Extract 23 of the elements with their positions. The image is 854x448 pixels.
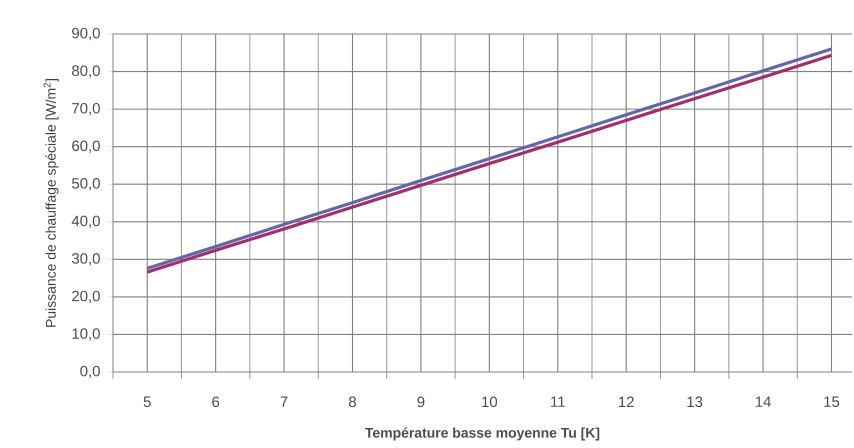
y-tick-label: 70,0	[72, 102, 100, 116]
y-tick-label: 0,0	[80, 366, 100, 378]
x-tick-label: 12	[619, 396, 634, 407]
x-tick-label: 9	[417, 396, 424, 408]
y-tick-label: 20,0	[72, 290, 100, 304]
y-tick-label: 80,0	[72, 65, 100, 78]
y-tick-label: 60,0	[72, 140, 100, 153]
x-tick-label: 7	[280, 396, 288, 407]
x-tick-label: 6	[212, 396, 220, 408]
x-tick-label: 5	[144, 396, 151, 407]
y-tick-label: 50,0	[72, 178, 100, 190]
x-tick-label: 8	[348, 396, 356, 408]
y-tick-label: 40,0	[72, 216, 100, 228]
y-tick-label: 90,0	[72, 28, 100, 40]
y-tick-label: 10,0	[72, 328, 100, 341]
x-axis-title: Température basse moyenne Tu [K]	[365, 427, 600, 440]
x-tick-label: 11	[551, 396, 565, 407]
x-tick-label: 14	[756, 396, 771, 407]
y-tick-label: 30,0	[72, 253, 100, 266]
y-axis-title: Puissance de chauffage spéciale [W/m$^{2}$]	[44, 79, 59, 327]
x-tick-label: 13	[687, 396, 702, 408]
x-tick-label: 15	[824, 396, 840, 407]
x-tick-label: 10	[482, 396, 498, 408]
